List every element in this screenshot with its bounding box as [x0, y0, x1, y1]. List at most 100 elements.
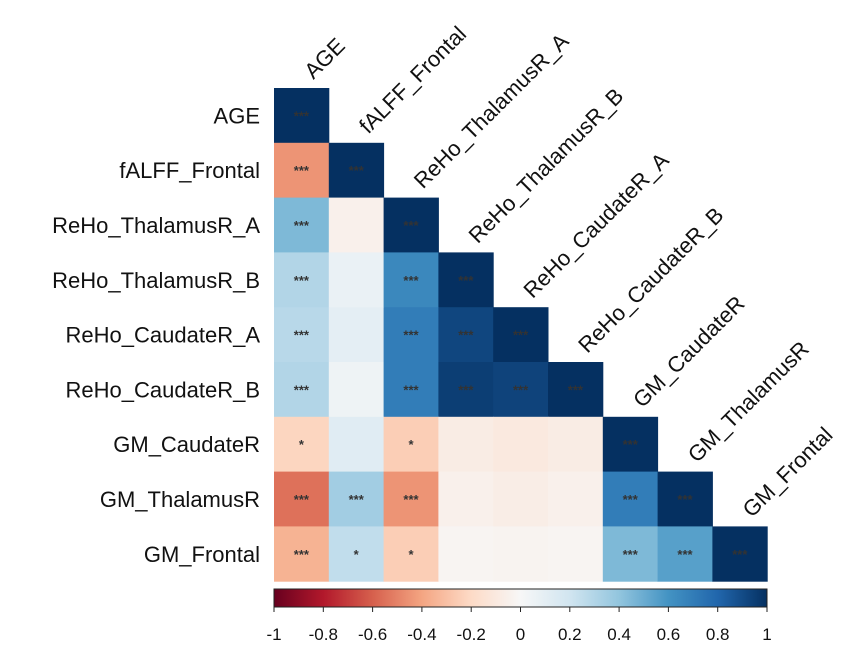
significance-mark: ***	[294, 108, 310, 123]
significance-mark: ***	[677, 547, 693, 562]
heatmap-cell	[274, 252, 330, 308]
colorbar-tick-label: 0	[516, 625, 525, 644]
row-label: ReHo_ThalamusR_B	[52, 268, 260, 293]
heatmap-cell	[274, 471, 330, 527]
heatmap-cell	[328, 526, 385, 582]
heatmap-cell	[274, 362, 330, 418]
significance-mark: ***	[294, 163, 310, 178]
colorbar-tick-label: -0.8	[309, 625, 338, 644]
heatmap-cell	[328, 307, 385, 363]
significance-mark: ***	[623, 547, 639, 562]
significance-mark: ***	[458, 382, 474, 397]
significance-mark: ***	[349, 163, 365, 178]
heatmap-cell	[328, 471, 385, 527]
heatmap-cell	[328, 362, 385, 418]
row-label: ReHo_CaudateR_B	[66, 377, 260, 402]
significance-mark: ***	[732, 547, 748, 562]
heatmap-cell	[548, 471, 604, 527]
heatmap-cell	[493, 526, 549, 582]
column-label: fALFF_Frontal	[354, 21, 471, 138]
significance-mark: ***	[403, 218, 419, 233]
significance-mark: ***	[458, 328, 474, 343]
colorbar-tick-label: -1	[266, 625, 281, 644]
heatmap-cell	[438, 526, 494, 582]
colorbar-tick-label: -0.4	[407, 625, 436, 644]
significance-mark: ***	[513, 382, 529, 397]
significance-mark: *	[408, 437, 414, 452]
heatmap-cell	[383, 362, 439, 418]
heatmap-cell	[602, 471, 659, 527]
heatmap-cell	[328, 416, 385, 473]
heatmap-cell	[657, 526, 713, 582]
colorbar-tick-label: 1	[762, 625, 771, 644]
heatmap-cell	[274, 88, 330, 144]
significance-mark: *	[354, 547, 360, 562]
heatmap-cell	[657, 471, 713, 527]
heatmap-cell	[274, 307, 330, 363]
significance-mark: ***	[349, 492, 365, 507]
heatmap-cell	[274, 197, 330, 253]
heatmap-cell	[602, 526, 659, 582]
heatmap-cell	[712, 526, 768, 582]
heatmap-cell	[383, 197, 439, 253]
significance-mark: *	[299, 437, 305, 452]
significance-mark: ***	[294, 547, 310, 562]
heatmap-cell	[602, 416, 659, 473]
heatmap-cell	[493, 362, 549, 418]
column-label: AGE	[299, 33, 350, 84]
significance-mark: ***	[403, 273, 419, 288]
significance-mark: ***	[458, 273, 474, 288]
heatmap-cell	[438, 362, 494, 418]
significance-mark: ***	[677, 492, 693, 507]
colorbar: -1 -0.8 -0.6 -0.4 -0.2 0 0.2 0.4 0.6 0.8 1	[266, 588, 772, 644]
heatmap-cell	[328, 197, 385, 253]
colorbar-tick-label: -0.6	[358, 625, 387, 644]
heatmap-cell	[493, 471, 549, 527]
heatmap-cell	[274, 142, 330, 199]
row-label: AGE	[214, 103, 260, 128]
significance-mark: ***	[294, 273, 310, 288]
significance-mark: ***	[294, 328, 310, 343]
row-label: ReHo_CaudateR_A	[66, 323, 261, 348]
row-label: ReHo_ThalamusR_A	[52, 213, 260, 238]
significance-mark: ***	[623, 492, 639, 507]
heatmap-cell	[328, 252, 385, 308]
row-label: fALFF_Frontal	[119, 158, 260, 183]
significance-mark: ***	[294, 382, 310, 397]
column-label: GM_CaudateR	[628, 291, 749, 412]
row-labels: AGE fALFF_Frontal ReHo_ThalamusR_A ReHo_Tha…	[52, 103, 260, 566]
heatmap-cell	[438, 252, 494, 308]
row-label: GM_Frontal	[144, 542, 260, 567]
heatmap-cell	[383, 526, 439, 582]
colorbar-tick-label: 0.8	[706, 625, 730, 644]
heatmap-cell	[438, 471, 494, 527]
heatmap-cell	[383, 307, 439, 363]
row-label: GM_ThalamusR	[100, 487, 260, 512]
significance-mark: ***	[294, 218, 310, 233]
significance-mark: ***	[403, 328, 419, 343]
heatmap-cell	[383, 252, 439, 308]
heatmap-cells: ****** ****** ****** *** ****** *** *** ****** *…	[274, 88, 768, 582]
significance-mark: ***	[513, 328, 529, 343]
heatmap-cell	[274, 526, 330, 582]
significance-mark: ***	[403, 382, 419, 397]
heatmap-cell	[548, 362, 604, 418]
column-label: GM_Frontal	[738, 422, 838, 522]
heatmap-cell	[548, 526, 604, 582]
heatmap-cell	[493, 307, 549, 363]
heatmap-cell	[383, 471, 439, 527]
colorbar-tick-label: 0.6	[657, 625, 681, 644]
colorbar-gradient	[273, 588, 768, 608]
colorbar-tick-label: 0.2	[558, 625, 582, 644]
row-label: GM_CaudateR	[113, 432, 260, 457]
heatmap-cell	[548, 416, 604, 473]
heatmap-cell	[328, 142, 385, 199]
heatmap-cell	[274, 416, 330, 473]
heatmap-cell	[383, 416, 439, 473]
colorbar-tick-label: 0.4	[607, 625, 631, 644]
significance-mark: ***	[403, 492, 419, 507]
heatmap-cell	[438, 307, 494, 363]
significance-mark: ***	[568, 382, 584, 397]
significance-mark: ***	[294, 492, 310, 507]
